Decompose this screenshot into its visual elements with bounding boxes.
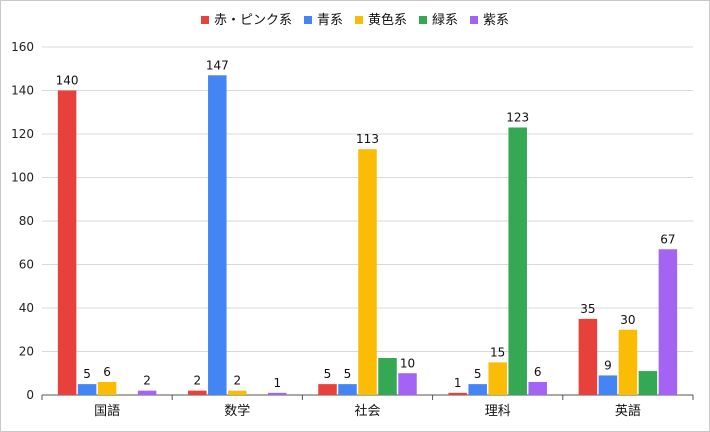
- y-tick-label: 60: [19, 258, 34, 272]
- legend-swatch: [355, 16, 363, 24]
- bar: [578, 318, 598, 395]
- bar: [378, 358, 397, 395]
- bar: [358, 149, 377, 395]
- data-label: 9: [604, 358, 612, 372]
- legend-label: 青系: [317, 13, 343, 28]
- legend-label: 紫系: [483, 13, 509, 28]
- data-label: 5: [324, 367, 332, 381]
- y-tick-label: 20: [19, 345, 34, 359]
- legend-item: 青系: [304, 13, 343, 28]
- data-label: 1: [273, 376, 281, 390]
- y-tick-label: 160: [11, 40, 34, 54]
- y-tick-label: 120: [11, 127, 34, 141]
- x-tick-label: 数学: [224, 403, 250, 419]
- bar: [598, 375, 618, 395]
- x-tick-label: 理科: [485, 404, 511, 419]
- legend-swatch: [419, 16, 427, 24]
- data-label: 5: [344, 367, 352, 381]
- data-label: 6: [103, 365, 111, 379]
- data-label: 2: [143, 374, 151, 388]
- bar: [618, 329, 638, 395]
- x-tick-label: 社会: [354, 403, 380, 419]
- legend-item: 黄色系: [355, 12, 407, 28]
- bar: [488, 362, 507, 395]
- bar: [57, 90, 77, 395]
- bar: [137, 390, 157, 395]
- y-tick-label: 40: [19, 301, 34, 315]
- data-label: 1: [454, 376, 462, 390]
- y-tick-label: 140: [11, 84, 34, 98]
- data-label: 147: [206, 58, 229, 72]
- data-label: 10: [400, 356, 415, 370]
- y-axis-ticks: 0 20 40 60 80 100 120 140 160: [11, 40, 34, 402]
- bars: [57, 75, 678, 396]
- y-tick-label: 80: [19, 214, 34, 228]
- bar: [318, 384, 337, 395]
- bar: [268, 392, 287, 395]
- y-tick-label: 100: [11, 171, 34, 185]
- legend-label: 赤・ピンク系: [214, 13, 292, 28]
- bar: [228, 390, 247, 395]
- y-tick-label: 0: [26, 388, 34, 402]
- bar: [398, 373, 417, 395]
- legend-swatch: [201, 16, 209, 24]
- legend-item: 紫系: [470, 13, 509, 28]
- x-tick-label: 国語: [94, 403, 120, 419]
- data-label: 15: [490, 345, 505, 359]
- legend: 赤・ピンク系 青系 黄色系 緑系 紫系: [201, 12, 509, 28]
- bar: [448, 392, 467, 395]
- bar: [338, 384, 357, 395]
- legend-swatch: [470, 16, 478, 24]
- data-label: 140: [56, 74, 79, 88]
- data-label: 6: [534, 365, 542, 379]
- bar: [508, 127, 527, 395]
- x-tick-label: 英語: [615, 403, 641, 419]
- data-label: 123: [506, 110, 529, 124]
- x-axis: 国語 数学 社会 理科 英語: [41, 395, 694, 419]
- data-label: 30: [620, 313, 635, 327]
- bar: [188, 390, 207, 395]
- bar: [97, 381, 117, 395]
- bar: [208, 75, 227, 396]
- bar: [468, 384, 487, 395]
- bar: [638, 371, 658, 395]
- bar: [658, 249, 678, 395]
- legend-label: 黄色系: [368, 12, 407, 28]
- bar: [528, 381, 547, 395]
- data-label: 2: [193, 374, 201, 388]
- data-label: 35: [580, 302, 595, 316]
- data-label: 5: [83, 367, 91, 381]
- legend-item: 赤・ピンク系: [201, 13, 292, 28]
- legend-label: 緑系: [432, 13, 458, 28]
- bar: [77, 384, 97, 395]
- data-label: 5: [474, 367, 482, 381]
- legend-swatch: [304, 16, 312, 24]
- data-label: 2: [233, 374, 241, 388]
- legend-item: 緑系: [419, 13, 458, 28]
- data-label: 67: [660, 232, 675, 246]
- data-label: 113: [356, 132, 379, 146]
